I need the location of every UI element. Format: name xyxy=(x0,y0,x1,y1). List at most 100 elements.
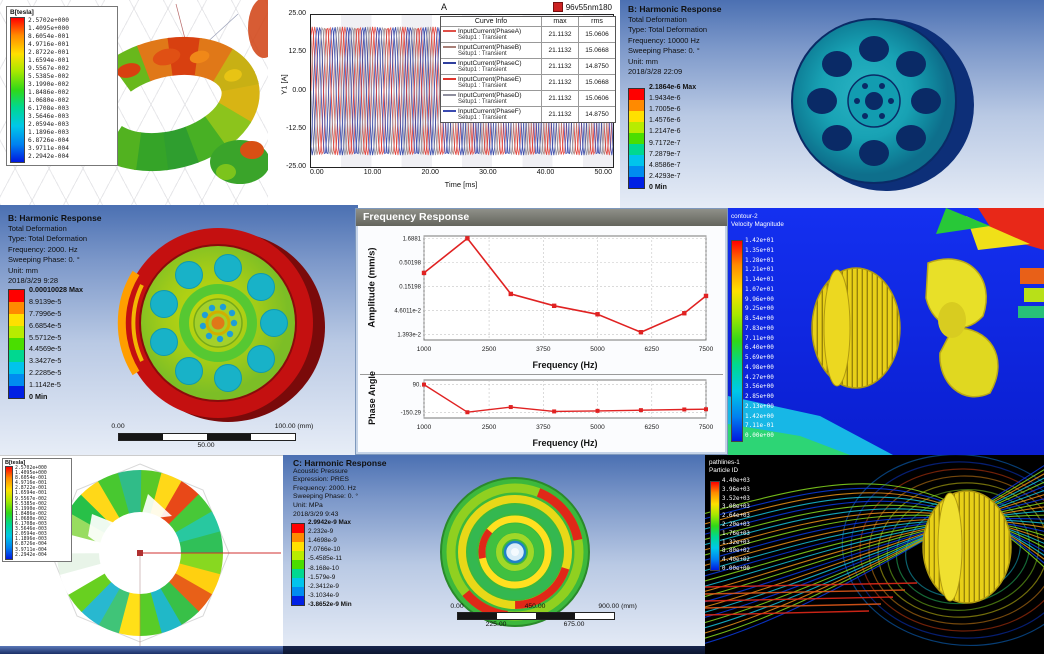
pathlines-legend: pathlines-1 Particle ID xyxy=(709,459,740,474)
window-content: Amplitude (mm/s) 1000 2500 3750 5000 6250 750… xyxy=(358,226,725,452)
amplitude-chart: 1000 2500 3750 5000 6250 7500 1.6881 0.50198 0.1… xyxy=(394,235,714,353)
flywheel-bore xyxy=(865,92,883,110)
svg-text:2500: 2500 xyxy=(482,424,497,431)
curve-info-row: InputCurrent(PhaseA) Setup1 : Transient … xyxy=(441,27,615,43)
curve-info-row: InputCurrent(PhaseD) Setup1 : Transient … xyxy=(441,91,615,107)
current-y-axis-label: Y1 [A] xyxy=(279,74,289,95)
origin-marker xyxy=(137,550,143,556)
viewport-flywheel-red-3d[interactable] xyxy=(60,223,358,448)
ruler-label-675: 675.00 xyxy=(563,621,585,628)
curve-info-row: InputCurrent(PhaseC) Setup1 : Transient … xyxy=(441,59,615,75)
panel-acoustic-response: C: Harmonic Response Acoustic Pressure Exp… xyxy=(283,455,705,654)
bore-ring xyxy=(205,310,231,336)
flux-legend-title: B[tesla] xyxy=(10,9,34,16)
viewport-pathlines-3d[interactable] xyxy=(705,455,1044,654)
flywheel-bore xyxy=(211,316,225,330)
deformation-colorbar xyxy=(8,289,25,399)
svg-text:3750: 3750 xyxy=(536,346,551,353)
panel-cfd-velocity: contour-2 Velocity Magnitude 1.42e+01 1.3… xyxy=(728,208,1044,455)
pressure-colorbar xyxy=(291,523,305,606)
curve-info-row: InputCurrent(PhaseF) Setup1 : Transient … xyxy=(441,107,615,122)
table-header-rms: rms xyxy=(591,18,603,25)
svg-text:6250: 6250 xyxy=(645,424,660,431)
svg-text:7500: 7500 xyxy=(699,424,714,431)
pathlines-colorbar xyxy=(710,481,720,571)
current-x-ticks: 0.00 10.00 20.00 30.00 40.00 50.00 xyxy=(310,169,612,176)
pressure-legend: 2.9942e-9 Max 2.232e-9 1.4698e-9 7.0766e-10… xyxy=(291,519,352,608)
svg-text:7500: 7500 xyxy=(699,346,714,353)
ruler-label-100: 100.00 (mm) xyxy=(274,423,314,430)
series-swatch xyxy=(443,62,456,65)
flux-legend-values: 2.5702e+000 1.4095e+000 8.6054e-001 4.9716e… xyxy=(15,466,47,558)
flux-legend: B[tesla] 2.5702e+000 1.4095e+000 8.6054e-0… xyxy=(2,458,72,562)
svg-text:5000: 5000 xyxy=(590,424,605,431)
flux-hotspots xyxy=(116,48,242,82)
svg-text:6250: 6250 xyxy=(645,346,660,353)
svg-text:1000: 1000 xyxy=(417,424,432,431)
svg-text:90.: 90. xyxy=(413,383,422,389)
velocity-colorbar xyxy=(731,240,743,442)
curve-info-row: InputCurrent(PhaseE) Setup1 : Transient … xyxy=(441,75,615,91)
svg-text:-150.29: -150.29 xyxy=(401,410,422,416)
series-swatch xyxy=(443,78,456,81)
current-y-ticks: 25.00 12.50 0.00 -12.50 -25.00 xyxy=(286,10,306,170)
svg-text:5000: 5000 xyxy=(590,346,605,353)
ruler-label-900: 900.00 (mm) xyxy=(598,603,637,610)
current-x-axis-label: Time [ms] xyxy=(444,180,478,189)
clipped-coil-fragment xyxy=(248,0,268,58)
flywheel-holes xyxy=(807,36,941,166)
gear-3d xyxy=(922,490,1012,604)
flux-legend-title: B[tesla] xyxy=(5,460,26,466)
svg-text:3750: 3750 xyxy=(536,424,551,431)
svg-text:0.50198: 0.50198 xyxy=(399,261,421,267)
curve-info-table: Curve Info max rms InputCurrent(PhaseA) … xyxy=(440,16,616,123)
table-header-max: max xyxy=(542,17,579,26)
hub-bolts xyxy=(199,303,238,343)
deformation-legend: 2.1864e-6 Max 1.9434e-6 1.7005e-6 1.4576e-6… xyxy=(628,84,696,191)
frequency-response-window: Frequency Response Amplitude (mm/s) 1000… xyxy=(355,208,728,455)
flux-legend-values: 2.5702e+000 1.4095e+000 8.6054e-001 4.9716e… xyxy=(28,17,69,160)
series-swatch xyxy=(443,94,456,97)
phase-frequency-axis-label: Frequency (Hz) xyxy=(532,438,598,448)
pressure-legend-values: 2.9942e-9 Max 2.232e-9 1.4698e-9 7.0766e-10… xyxy=(308,519,352,608)
ruler-label-0: 0.00 xyxy=(450,603,464,610)
result-header: C: Harmonic Response Acoustic Pressure Exp… xyxy=(293,458,387,518)
design-variation-label: 96v55nm180 xyxy=(565,2,612,12)
window-edge-strip xyxy=(283,646,705,654)
panel-current-plot: A 96v55nm180 25.00 12.50 0.00 -12.50 -25.00 … xyxy=(268,0,620,210)
viewport-cfd-contour[interactable] xyxy=(728,208,1044,455)
svg-text:0.15198: 0.15198 xyxy=(399,285,421,291)
pathlines-legend-title-2: Particle ID xyxy=(709,466,739,474)
flux-colorbar xyxy=(5,466,13,560)
pathlines-legend-title-1: pathlines-1 xyxy=(709,459,740,466)
panel-maxwell-coil: B[tesla] 2.5702e+000 1.4095e+000 8.6054e-0… xyxy=(0,0,268,205)
flux-colorbar xyxy=(10,17,25,163)
panel-harmonic-10000hz: B: Harmonic Response Total Deformation Typ… xyxy=(620,0,1044,210)
flux-void xyxy=(88,514,132,552)
maxwell-plot-icon xyxy=(552,2,563,12)
phase-axis-label: Phase Angle xyxy=(367,371,377,425)
amp-frequency-axis-label: Frequency (Hz) xyxy=(532,360,598,370)
velocity-legend-title-2: Velocity Magnitude xyxy=(731,220,784,228)
deformation-legend: 0.00010028 Max 8.9139e-5 7.7996e-5 6.6854e-… xyxy=(8,285,83,401)
table-header-curve-info: Curve Info xyxy=(441,17,542,26)
velocity-legend-values: 1.42e+01 1.35e+01 1.28e+01 1.21e+01 1.14e+01… xyxy=(745,237,774,439)
curve-info-row: InputCurrent(PhaseB) Setup1 : Transient … xyxy=(441,43,615,59)
svg-text:1.6881: 1.6881 xyxy=(403,236,422,242)
phase-chart: 1000 2500 3750 5000 6250 7500 90. -150.29 xyxy=(401,379,714,431)
viewport-stator-ring[interactable] xyxy=(0,456,283,647)
series-swatch xyxy=(443,110,456,113)
ruler-label-450: 450.00 xyxy=(524,603,546,610)
viewport-flywheel-blue-3d[interactable] xyxy=(750,6,1044,206)
inner-ring xyxy=(179,284,257,362)
deformation-colorbar xyxy=(628,88,645,189)
plot-title: A xyxy=(440,2,447,12)
panel-harmonic-2000hz: B: Harmonic Response Total Deformation Typ… xyxy=(0,205,358,455)
window-title-bar[interactable]: Frequency Response xyxy=(356,209,727,226)
viewport-coil-3d[interactable] xyxy=(0,0,268,205)
propeller-blade xyxy=(939,327,999,398)
panel-flux-ring: B[tesla] 2.5702e+000 1.4095e+000 8.6054e-0… xyxy=(0,455,283,654)
propeller-hub xyxy=(938,302,966,338)
ruler-label-0: 0.00 xyxy=(111,423,125,430)
